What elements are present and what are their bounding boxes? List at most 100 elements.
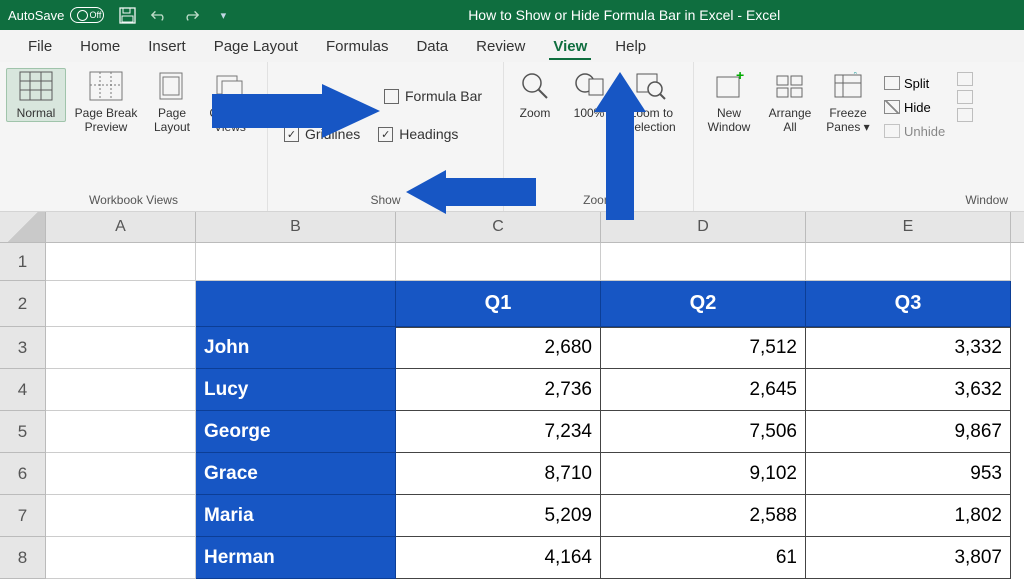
- row-header[interactable]: 2: [0, 281, 46, 327]
- col-header-c[interactable]: C: [396, 212, 601, 242]
- cell[interactable]: George: [196, 411, 396, 453]
- row-header[interactable]: 7: [0, 495, 46, 537]
- hide-button[interactable]: Hide: [884, 96, 945, 118]
- tab-data[interactable]: Data: [402, 30, 462, 62]
- cell[interactable]: 2,645: [601, 369, 806, 411]
- column-headers: A B C D E: [0, 212, 1024, 243]
- tab-insert[interactable]: Insert: [134, 30, 200, 62]
- sync-scroll-icon[interactable]: [957, 90, 973, 104]
- row-header[interactable]: 8: [0, 537, 46, 579]
- freeze-panes-icon: *: [831, 70, 865, 102]
- cell[interactable]: [601, 243, 806, 281]
- tab-help[interactable]: Help: [601, 30, 660, 62]
- cell[interactable]: 3,632: [806, 369, 1011, 411]
- cell[interactable]: 3,807: [806, 537, 1011, 579]
- cell[interactable]: Herman: [196, 537, 396, 579]
- cell[interactable]: 9,867: [806, 411, 1011, 453]
- zoom-button[interactable]: Zoom: [510, 68, 560, 120]
- annotation-arrow-left: [406, 170, 536, 214]
- col-header-e[interactable]: E: [806, 212, 1011, 242]
- page-break-icon: [89, 70, 123, 102]
- cell[interactable]: 9,102: [601, 453, 806, 495]
- arrange-all-button[interactable]: Arrange All: [762, 68, 818, 134]
- tab-page-layout[interactable]: Page Layout: [200, 30, 312, 62]
- cell[interactable]: 8,710: [396, 453, 601, 495]
- cell[interactable]: 4,164: [396, 537, 601, 579]
- cell[interactable]: 7,234: [396, 411, 601, 453]
- cell[interactable]: Grace: [196, 453, 396, 495]
- select-all-corner[interactable]: [0, 212, 46, 242]
- cell[interactable]: Maria: [196, 495, 396, 537]
- cell[interactable]: 2,680: [396, 327, 601, 369]
- new-window-button[interactable]: + New Window: [700, 68, 758, 134]
- view-side-icon[interactable]: [957, 72, 973, 86]
- cell[interactable]: 5,209: [396, 495, 601, 537]
- tab-formulas[interactable]: Formulas: [312, 30, 403, 62]
- autosave-toggle[interactable]: AutoSave Off: [8, 7, 104, 23]
- cell[interactable]: [806, 243, 1011, 281]
- cell[interactable]: 61: [601, 537, 806, 579]
- zoom-icon: [518, 70, 552, 102]
- qat-customize-icon[interactable]: ▾: [214, 6, 232, 24]
- col-header-b[interactable]: B: [196, 212, 396, 242]
- arrange-all-icon: [773, 70, 807, 102]
- cell[interactable]: [46, 495, 196, 537]
- tab-home[interactable]: Home: [66, 30, 134, 62]
- cell[interactable]: 953: [806, 453, 1011, 495]
- cell[interactable]: [46, 411, 196, 453]
- spreadsheet[interactable]: A B C D E 12 Q1Q2Q3 3 John2,6807,5123,332 4 L…: [0, 212, 1024, 576]
- cell[interactable]: Lucy: [196, 369, 396, 411]
- freeze-panes-button[interactable]: * Freeze Panes ▾: [822, 68, 874, 134]
- reset-pos-icon[interactable]: [957, 108, 973, 122]
- annotation-arrow-up: [594, 72, 646, 220]
- annotation-arrow-right: [212, 84, 380, 138]
- page-layout-icon: [155, 70, 189, 102]
- row-header[interactable]: 5: [0, 411, 46, 453]
- cell[interactable]: 3,332: [806, 327, 1011, 369]
- cell[interactable]: 7,506: [601, 411, 806, 453]
- tab-review[interactable]: Review: [462, 30, 539, 62]
- cell[interactable]: [46, 327, 196, 369]
- row-header[interactable]: 1: [0, 243, 46, 281]
- svg-text:+: +: [736, 72, 744, 83]
- row-header[interactable]: 4: [0, 369, 46, 411]
- cell[interactable]: John: [196, 327, 396, 369]
- cell[interactable]: [46, 243, 196, 281]
- undo-icon[interactable]: [150, 6, 168, 24]
- cell[interactable]: [396, 243, 601, 281]
- cell[interactable]: [196, 243, 396, 281]
- split-icon: [884, 76, 900, 90]
- cell[interactable]: Q3: [806, 281, 1011, 327]
- tab-file[interactable]: File: [14, 30, 66, 62]
- row-header[interactable]: 6: [0, 453, 46, 495]
- split-button[interactable]: Split: [884, 72, 945, 94]
- headings-checkbox[interactable]: ✓ Headings: [378, 120, 458, 148]
- row-header[interactable]: 3: [0, 327, 46, 369]
- formula-bar-checkbox[interactable]: Formula Bar: [384, 82, 482, 110]
- hide-icon: [884, 100, 900, 114]
- page-layout-button[interactable]: Page Layout: [146, 68, 198, 134]
- svg-text:*: *: [853, 72, 858, 81]
- cell[interactable]: [46, 537, 196, 579]
- cell[interactable]: [196, 281, 396, 327]
- redo-icon[interactable]: [182, 6, 200, 24]
- cell[interactable]: 2,736: [396, 369, 601, 411]
- unhide-button[interactable]: Unhide: [884, 120, 945, 142]
- cell[interactable]: Q2: [601, 281, 806, 327]
- normal-view-button[interactable]: Normal: [6, 68, 66, 122]
- page-break-preview-button[interactable]: Page Break Preview: [70, 68, 142, 134]
- cell[interactable]: [46, 453, 196, 495]
- cell[interactable]: 2,588: [601, 495, 806, 537]
- cell[interactable]: Q1: [396, 281, 601, 327]
- group-label-window: Window: [700, 190, 1018, 211]
- col-header-a[interactable]: A: [46, 212, 196, 242]
- cell[interactable]: [46, 281, 196, 327]
- checkbox-icon: [384, 89, 399, 104]
- cell[interactable]: [46, 369, 196, 411]
- save-icon[interactable]: [118, 6, 136, 24]
- cell[interactable]: 7,512: [601, 327, 806, 369]
- group-label-workbook-views: Workbook Views: [6, 190, 261, 211]
- cell[interactable]: 1,802: [806, 495, 1011, 537]
- ribbon-tabstrip: File Home Insert Page Layout Formulas Da…: [0, 30, 1024, 62]
- tab-view[interactable]: View: [539, 30, 601, 62]
